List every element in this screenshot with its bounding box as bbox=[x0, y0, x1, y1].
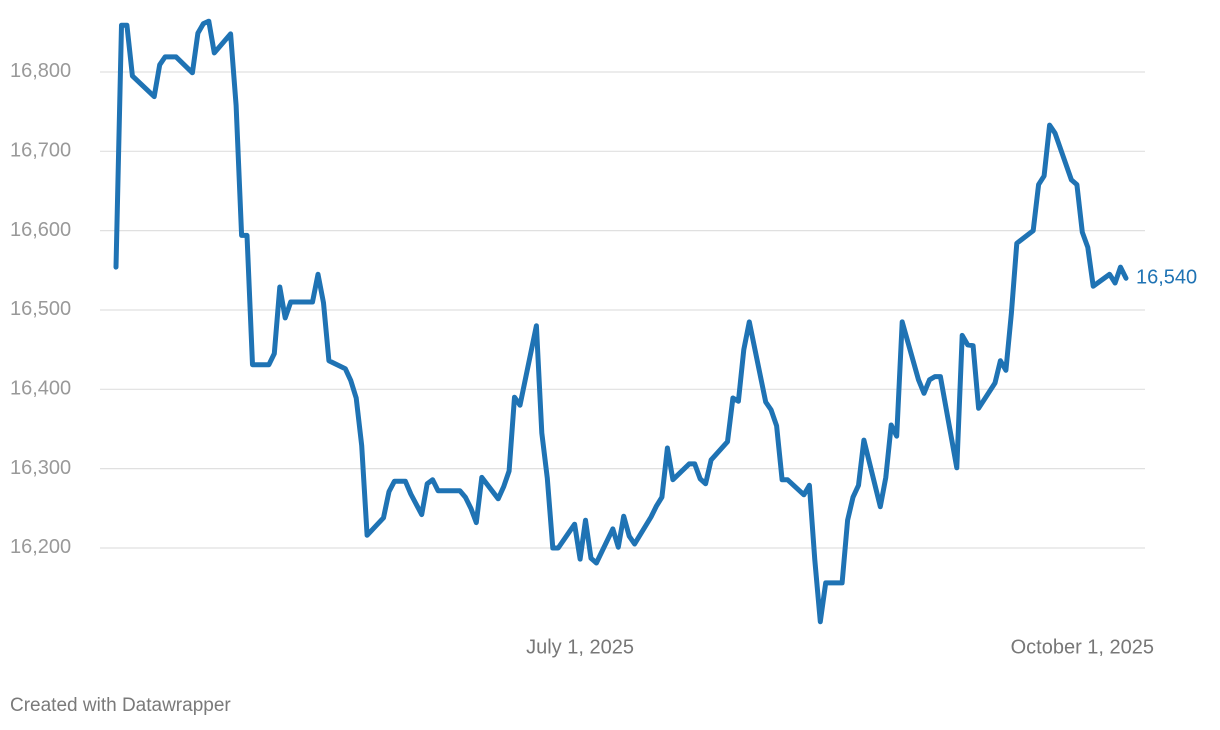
x-tick-label: July 1, 2025 bbox=[526, 636, 634, 658]
footer: Created with Datawrapper bbox=[10, 695, 231, 716]
y-tick-label: 16,300 bbox=[10, 457, 71, 479]
y-tick-label: 16,600 bbox=[10, 219, 71, 241]
y-tick-label: 16,800 bbox=[10, 60, 71, 82]
y-tick-label: 16,700 bbox=[10, 140, 71, 162]
y-tick-label: 16,400 bbox=[10, 378, 71, 400]
y-tick-label: 16,500 bbox=[10, 298, 71, 320]
y-tick-label: 16,200 bbox=[10, 536, 71, 558]
line bbox=[113, 18, 1129, 625]
value-label: 16,540 bbox=[1136, 267, 1197, 289]
x-tick-label: October 1, 2025 bbox=[1011, 636, 1154, 658]
